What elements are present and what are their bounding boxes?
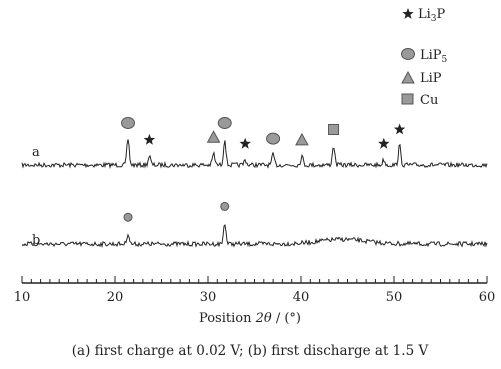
legend-triangle-marker: [401, 70, 415, 84]
peak-marker-a-triangle-2: [206, 130, 221, 143]
peak-marker-a-circle-5: [266, 132, 281, 145]
x-tick-label: 60: [479, 290, 496, 305]
legend-label-lip5: LiP5: [420, 48, 448, 65]
peak-marker-a-star-4: [239, 137, 251, 149]
x-tick-label: 50: [386, 290, 403, 305]
peak-marker-a-triangle-6: [295, 132, 309, 146]
x-tick-label: 20: [107, 290, 124, 305]
x-axis-label: Position 2θ / (°): [199, 311, 301, 326]
peak-marker-a-star-1: [143, 133, 156, 145]
peak-marker-b-circle-0: [123, 212, 133, 222]
x-tick-label: 30: [200, 290, 217, 305]
x-tick-label: 40: [293, 290, 310, 305]
legend-label-li3p: Li3P: [418, 7, 446, 24]
legend: Li3P LiP5 LiP Cu: [401, 7, 448, 108]
series-label-b: b: [32, 233, 40, 248]
series-label-a: a: [32, 145, 40, 160]
peak-marker-a-circle-3: [217, 117, 232, 129]
legend-label-lip: LiP: [420, 71, 442, 86]
peak-marker-b-circle-1: [220, 201, 230, 211]
legend-star-marker: [402, 8, 414, 19]
x-axis: 10 20 30 40 50 60: [14, 276, 496, 305]
peak-marker-a-circle-0: [121, 117, 136, 129]
pattern-b: [21, 224, 488, 249]
legend-label-cu: Cu: [420, 93, 438, 108]
peak-marker-a-star-9: [393, 123, 406, 135]
legend-circle-marker: [401, 48, 415, 60]
peak-markers: [121, 117, 406, 222]
figure-caption: (a) first charge at 0.02 V; (b) first di…: [72, 343, 429, 359]
legend-square-marker: [401, 93, 414, 105]
peak-marker-a-square-7: [328, 124, 340, 135]
pattern-traces: [21, 139, 488, 249]
peak-marker-a-star-8: [378, 137, 390, 149]
x-tick-label: 10: [14, 290, 31, 305]
pattern-a: [21, 139, 488, 170]
